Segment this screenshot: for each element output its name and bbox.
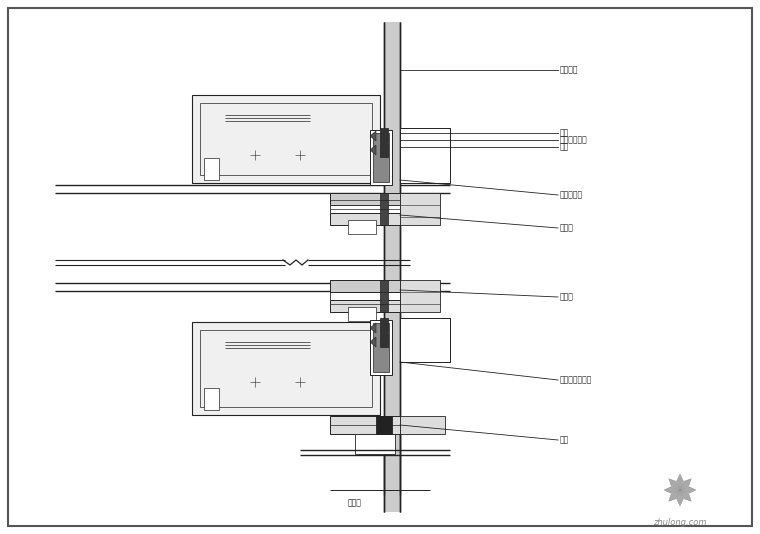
Bar [370,130,392,185]
Bar [330,280,400,292]
Polygon shape [370,323,376,333]
Bar [373,323,389,372]
Bar [330,300,400,312]
Polygon shape [676,490,683,506]
Bar [192,322,380,415]
Text: 内内板: 内内板 [348,498,362,507]
Bar [330,292,400,300]
Bar [204,388,219,410]
Text: 防火: 防火 [560,436,569,444]
Polygon shape [680,486,696,493]
Bar [330,205,400,213]
Text: 层间板: 层间板 [560,224,574,232]
Text: 胶条: 胶条 [560,143,569,152]
Bar [400,128,450,142]
Bar [200,330,372,407]
Bar [400,333,450,347]
Bar [348,220,376,234]
Bar [380,143,388,157]
Bar [376,416,392,434]
Bar [330,416,400,434]
Bar [192,95,380,183]
Text: 不锈钢螺丝拉条: 不锈钢螺丝拉条 [560,375,592,384]
Bar [380,193,388,225]
Polygon shape [680,478,692,490]
Bar [373,133,389,182]
Polygon shape [370,337,376,347]
Bar [400,128,450,183]
Polygon shape [669,478,680,490]
Polygon shape [664,486,680,493]
Text: 可调节层: 可调节层 [560,66,578,75]
Bar [330,193,400,205]
Text: 防火岁材料: 防火岁材料 [560,191,583,200]
Bar [400,280,440,312]
Bar [400,143,450,157]
Text: 层间板: 层间板 [560,293,574,302]
Bar [400,416,445,434]
Polygon shape [370,145,376,155]
Bar [380,128,388,142]
Text: 自救成型销具: 自救成型销具 [560,136,587,145]
Text: zhulong.com: zhulong.com [654,518,707,527]
Bar [380,280,388,312]
Bar [370,320,392,375]
Bar [384,22,400,512]
Bar [200,103,372,175]
Bar [330,213,400,225]
Polygon shape [669,490,680,501]
Bar [380,318,388,332]
Text: 胶条: 胶条 [560,129,569,137]
Bar [400,318,450,362]
Polygon shape [680,490,692,501]
Polygon shape [370,131,376,141]
Bar [400,193,440,225]
Bar [380,333,388,347]
Bar [355,434,395,454]
Bar [348,307,376,321]
Bar [400,318,450,332]
Polygon shape [676,474,683,490]
Bar [204,158,219,180]
